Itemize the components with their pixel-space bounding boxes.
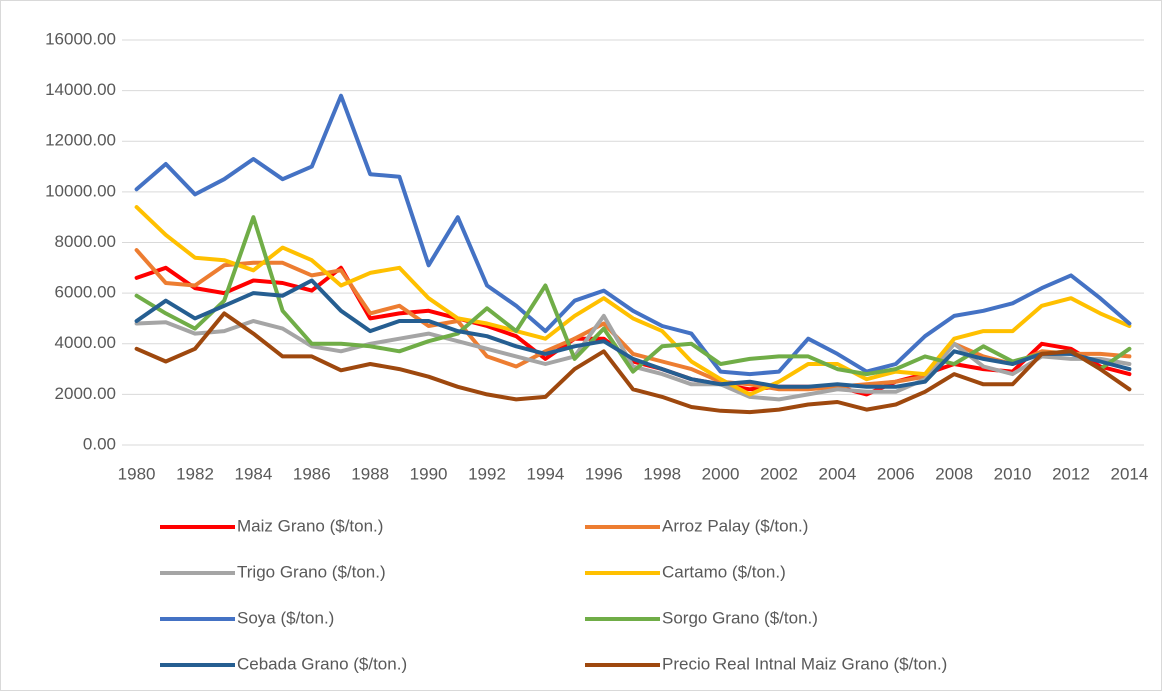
legend-label: Arroz Palay ($/ton.) — [662, 516, 808, 535]
series-line — [134, 205, 1132, 397]
x-tick-label: 2010 — [994, 464, 1032, 483]
series-line — [134, 248, 1132, 392]
x-tick-label: 1992 — [468, 464, 506, 483]
x-tick-label: 2002 — [760, 464, 798, 483]
series-line — [134, 313, 1132, 402]
series-line — [134, 215, 1132, 377]
y-tick-label: 10000.00 — [45, 181, 116, 200]
x-tick-label: 1984 — [234, 464, 272, 483]
x-tick-label: 1996 — [585, 464, 623, 483]
x-tick-label: 2006 — [877, 464, 915, 483]
x-tick-label: 1988 — [351, 464, 389, 483]
y-tick-label: 6000.00 — [55, 283, 116, 302]
series-line — [134, 93, 1132, 377]
series-line — [134, 278, 1132, 389]
legend-label: Sorgo Grano ($/ton.) — [662, 608, 818, 627]
legend-label: Precio Real Intnal Maiz Grano ($/ton.) — [662, 654, 947, 673]
x-tick-label: 2004 — [818, 464, 856, 483]
x-tick-label: 2008 — [935, 464, 973, 483]
y-tick-label: 14000.00 — [45, 80, 116, 99]
legend-label: Trigo Grano ($/ton.) — [237, 562, 386, 581]
x-tick-label: 2000 — [702, 464, 740, 483]
y-tick-label: 0.00 — [83, 434, 116, 453]
x-tick-label: 1980 — [118, 464, 156, 483]
legend-label: Maiz Grano ($/ton.) — [237, 516, 383, 535]
x-tick-label: 1990 — [410, 464, 448, 483]
legend-label: Soya ($/ton.) — [237, 608, 334, 627]
legend-label: Cartamo ($/ton.) — [662, 562, 786, 581]
y-tick-label: 16000.00 — [45, 29, 116, 48]
series-line — [134, 265, 1132, 397]
y-tick-label: 8000.00 — [55, 232, 116, 251]
y-tick-label: 12000.00 — [45, 131, 116, 150]
series-line — [134, 311, 1132, 415]
y-tick-label: 4000.00 — [55, 333, 116, 352]
x-tick-label: 1986 — [293, 464, 331, 483]
x-tick-label: 2014 — [1110, 464, 1148, 483]
x-tick-label: 1982 — [176, 464, 214, 483]
y-tick-label: 2000.00 — [55, 384, 116, 403]
legend-label: Cebada Grano ($/ton.) — [237, 654, 407, 673]
x-tick-label: 1994 — [526, 464, 564, 483]
x-tick-label: 2012 — [1052, 464, 1090, 483]
x-tick-label: 1998 — [643, 464, 681, 483]
